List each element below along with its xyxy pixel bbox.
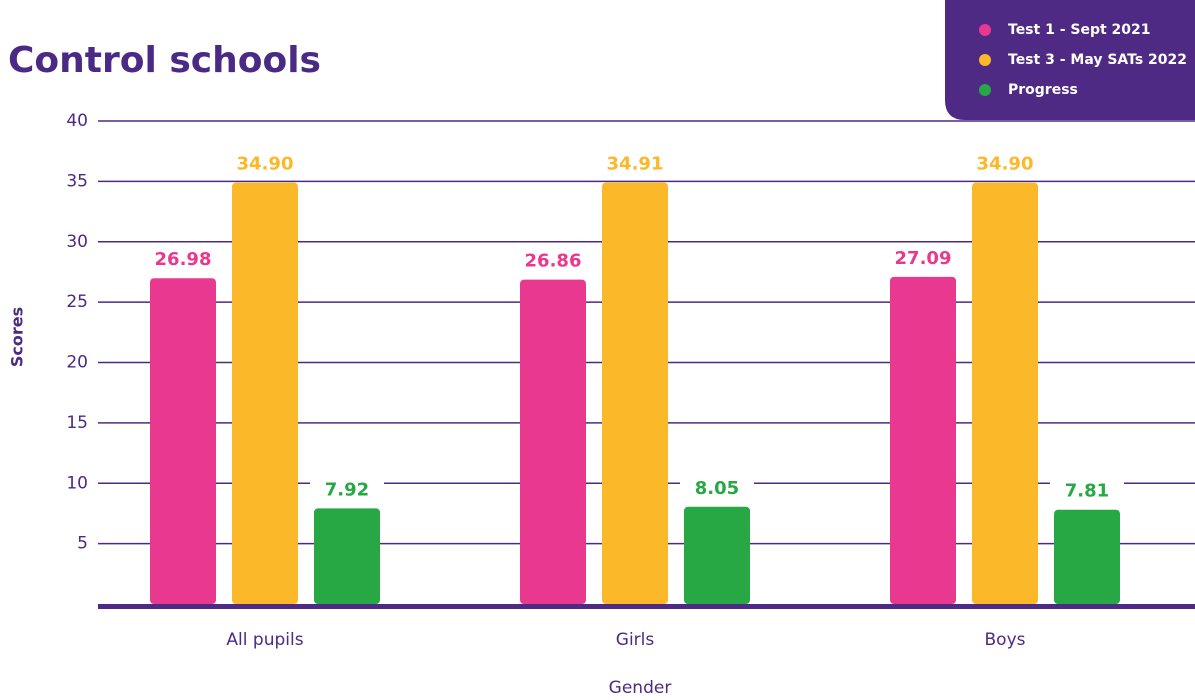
- x-axis-line: [98, 604, 1195, 609]
- x-tick-label: All pupils: [226, 630, 303, 650]
- bar: [314, 508, 380, 604]
- value-label: 7.81: [1065, 481, 1109, 502]
- x-axis-title: Gender: [609, 678, 672, 698]
- value-label: 34.90: [237, 154, 294, 175]
- legend-box: [945, 0, 1195, 120]
- y-tick-label: 40: [66, 111, 88, 131]
- legend-marker: [979, 54, 991, 66]
- label-bg: [886, 246, 960, 271]
- x-tick-label: Girls: [616, 630, 655, 650]
- label-bg: [228, 152, 302, 177]
- y-tick-label: 15: [66, 413, 88, 433]
- value-label: 8.05: [695, 478, 739, 499]
- label-bg: [516, 249, 590, 274]
- y-tick-label: 35: [66, 171, 88, 191]
- legend-label: Test 3 - May SATs 2022: [1008, 52, 1187, 68]
- y-tick-label: 10: [66, 473, 88, 493]
- y-tick-label: 5: [77, 534, 88, 554]
- x-tick-label: Boys: [985, 630, 1026, 650]
- y-tick-label: 25: [66, 292, 88, 312]
- label-bg: [968, 152, 1042, 177]
- label-bg: [680, 476, 754, 501]
- chart-title: Control schools: [8, 40, 321, 81]
- legend-marker: [979, 84, 991, 96]
- legend-label: Progress: [1008, 82, 1078, 98]
- value-label: 34.90: [977, 154, 1034, 175]
- bar: [972, 182, 1038, 604]
- value-label: 34.91: [607, 153, 664, 174]
- bar: [232, 182, 298, 604]
- value-label: 26.86: [525, 251, 582, 272]
- bar: [602, 182, 668, 605]
- value-label: 7.92: [325, 479, 369, 500]
- label-bg: [1050, 479, 1124, 504]
- value-label: 26.98: [155, 249, 212, 270]
- value-label: 27.09: [895, 248, 952, 269]
- bar: [1054, 509, 1120, 604]
- bar: [150, 278, 216, 604]
- label-bg: [598, 152, 672, 177]
- legend-label: Test 1 - Sept 2021: [1008, 22, 1151, 38]
- y-axis-title: Scores: [8, 307, 27, 367]
- label-bg: [310, 478, 384, 503]
- bar: [890, 276, 956, 604]
- y-tick-label: 20: [66, 353, 88, 373]
- legend-marker: [979, 24, 991, 36]
- bar: [684, 506, 750, 604]
- label-bg: [146, 248, 220, 273]
- y-tick-label: 30: [66, 232, 88, 252]
- bar: [520, 279, 586, 604]
